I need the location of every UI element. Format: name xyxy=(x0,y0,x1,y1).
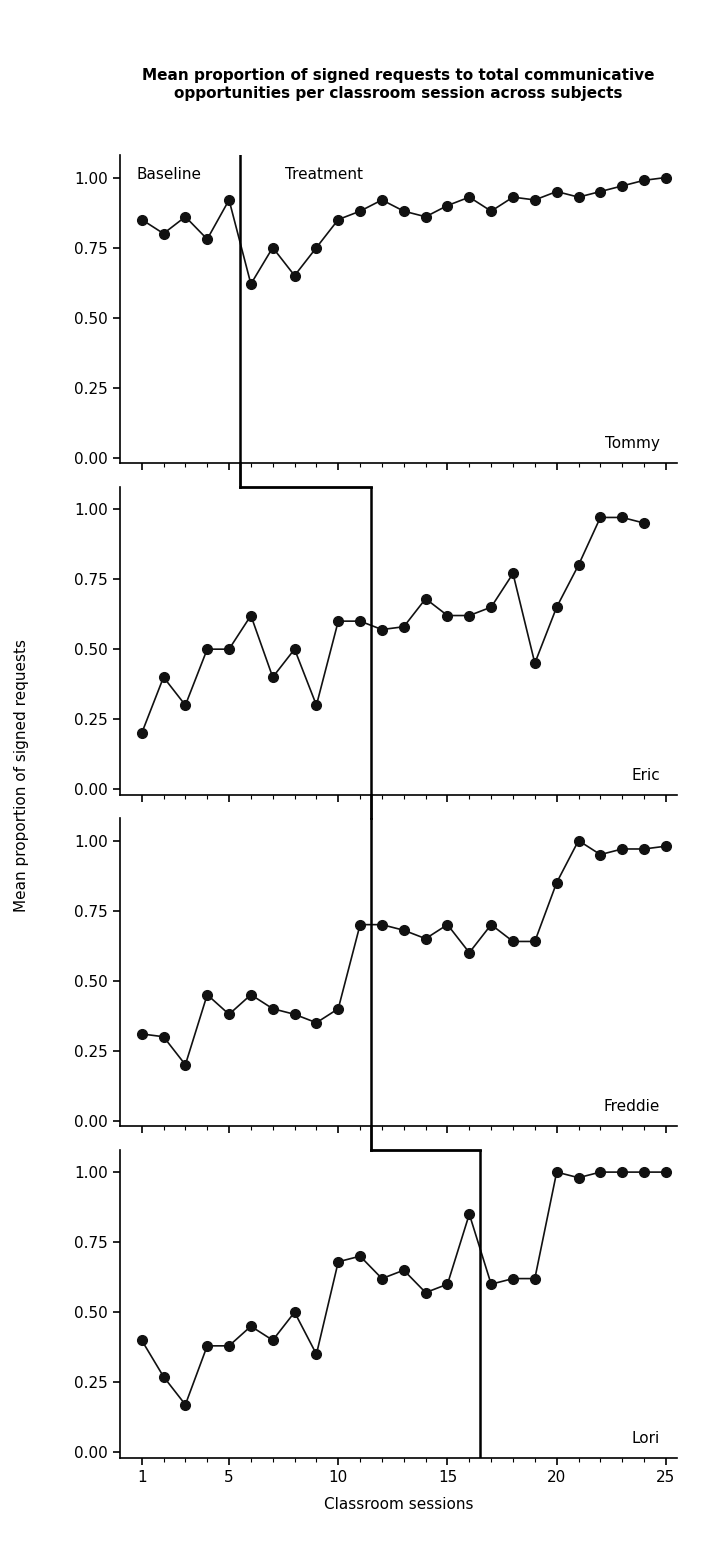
Text: Mean proportion of signed requests: Mean proportion of signed requests xyxy=(13,639,29,912)
Text: Classroom sessions: Classroom sessions xyxy=(324,1497,473,1512)
Text: Treatment: Treatment xyxy=(285,168,362,183)
Text: Eric: Eric xyxy=(632,768,660,783)
Text: Lori: Lori xyxy=(632,1430,660,1446)
Text: Mean proportion of signed requests to total communicative
opportunities per clas: Mean proportion of signed requests to to… xyxy=(142,68,654,101)
Text: Tommy: Tommy xyxy=(605,436,660,451)
Text: Baseline: Baseline xyxy=(137,168,202,183)
Text: Freddie: Freddie xyxy=(603,1100,660,1114)
